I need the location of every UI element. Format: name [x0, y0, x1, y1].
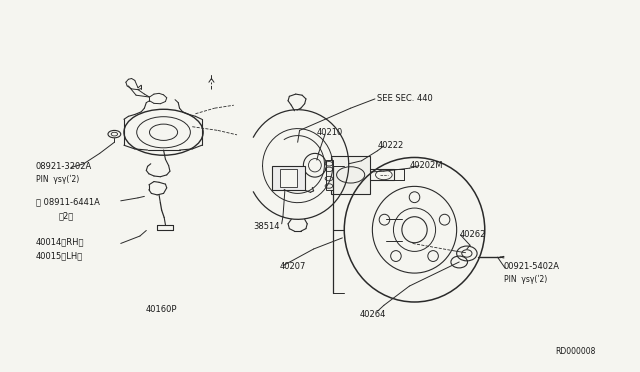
- Text: 40160P: 40160P: [146, 305, 177, 314]
- Text: 40207: 40207: [280, 262, 306, 271]
- FancyBboxPatch shape: [326, 160, 333, 190]
- FancyBboxPatch shape: [332, 155, 370, 194]
- Text: PIN  γsγ(ʹ2): PIN γsγ(ʹ2): [504, 275, 547, 284]
- Text: PIN  γsγ(ʹ2): PIN γsγ(ʹ2): [36, 175, 79, 184]
- Text: 38514: 38514: [253, 221, 280, 231]
- Text: SEE SEC. 440: SEE SEC. 440: [378, 94, 433, 103]
- Text: 08921-3202A: 08921-3202A: [36, 162, 92, 171]
- Text: 40014（RH）: 40014（RH）: [36, 238, 84, 247]
- Text: 00921-5402A: 00921-5402A: [504, 262, 560, 271]
- Text: 40262: 40262: [460, 230, 486, 239]
- FancyBboxPatch shape: [272, 166, 305, 190]
- Text: （2）: （2）: [58, 211, 74, 220]
- Text: 40222: 40222: [378, 141, 404, 150]
- Text: ⓝ 08911-6441A: ⓝ 08911-6441A: [36, 197, 100, 206]
- Text: 40202M: 40202M: [410, 161, 443, 170]
- FancyBboxPatch shape: [280, 169, 297, 187]
- Text: 40015（LH）: 40015（LH）: [36, 251, 83, 260]
- Text: 40264: 40264: [359, 311, 385, 320]
- Text: 40210: 40210: [317, 128, 343, 137]
- Text: RD000008: RD000008: [555, 347, 595, 356]
